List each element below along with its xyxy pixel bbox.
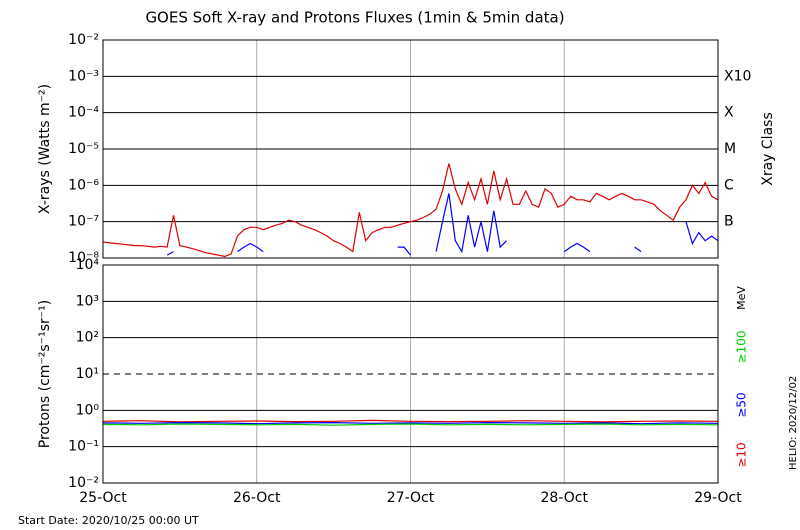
y-tick-label: 10⁻¹ [68,439,99,455]
plot-frame [102,39,719,259]
series-line [102,421,719,425]
y-tick-label: 10⁻⁷ [68,214,99,230]
legend-entry: ≥100 [735,331,749,364]
plot-frame [102,264,719,484]
series-line [166,193,719,256]
y-tick-label: 10⁻⁴ [68,105,99,121]
x-tick-label: 26-Oct [233,490,281,506]
y-tick-label: 10¹ [76,366,99,382]
series-line [102,423,719,426]
x-tick-label: 25-Oct [79,490,127,506]
x-tick-label: 29-Oct [694,490,742,506]
y-tick-label: 10⁻² [68,475,99,491]
class-label: M [724,141,736,157]
series-line [102,163,719,258]
class-label: X10 [724,68,751,84]
y-tick-label: 10⁰ [76,402,100,418]
start-date: Start Date: 2020/10/25 00:00 UT [18,514,199,527]
x-tick-label: 28-Oct [541,490,589,506]
class-label: C [724,177,734,193]
y-tick-label: 10⁻⁸ [68,250,99,266]
chart-title: GOES Soft X-ray and Protons Fluxes (1min… [145,9,564,27]
y-tick-label: 10⁻⁵ [68,141,99,157]
legend-unit: MeV [735,286,748,310]
y-tick-label: 10² [76,330,99,346]
y-tick-label: 10³ [76,293,99,309]
y-tick-label: 10⁻² [68,32,99,48]
y2-axis-label: Xray Class [760,112,776,186]
x-tick-label: 27-Oct [387,490,435,506]
class-label: X [724,105,734,121]
y-tick-label: 10⁻⁶ [68,177,99,193]
y-axis-label: X-rays (Watts m⁻²) [37,84,53,214]
y-tick-label: 10⁴ [76,257,100,273]
legend-entry: ≥50 [735,392,749,417]
y-axis-label: Protons (cm⁻²s⁻¹sr⁻¹) [37,300,53,449]
legend-entry: ≥10 [735,442,749,467]
series-line [102,419,719,423]
y-tick-label: 10⁻³ [68,68,99,84]
credit: HELIO: 2020/12/02 [788,376,799,470]
class-label: B [724,214,734,230]
